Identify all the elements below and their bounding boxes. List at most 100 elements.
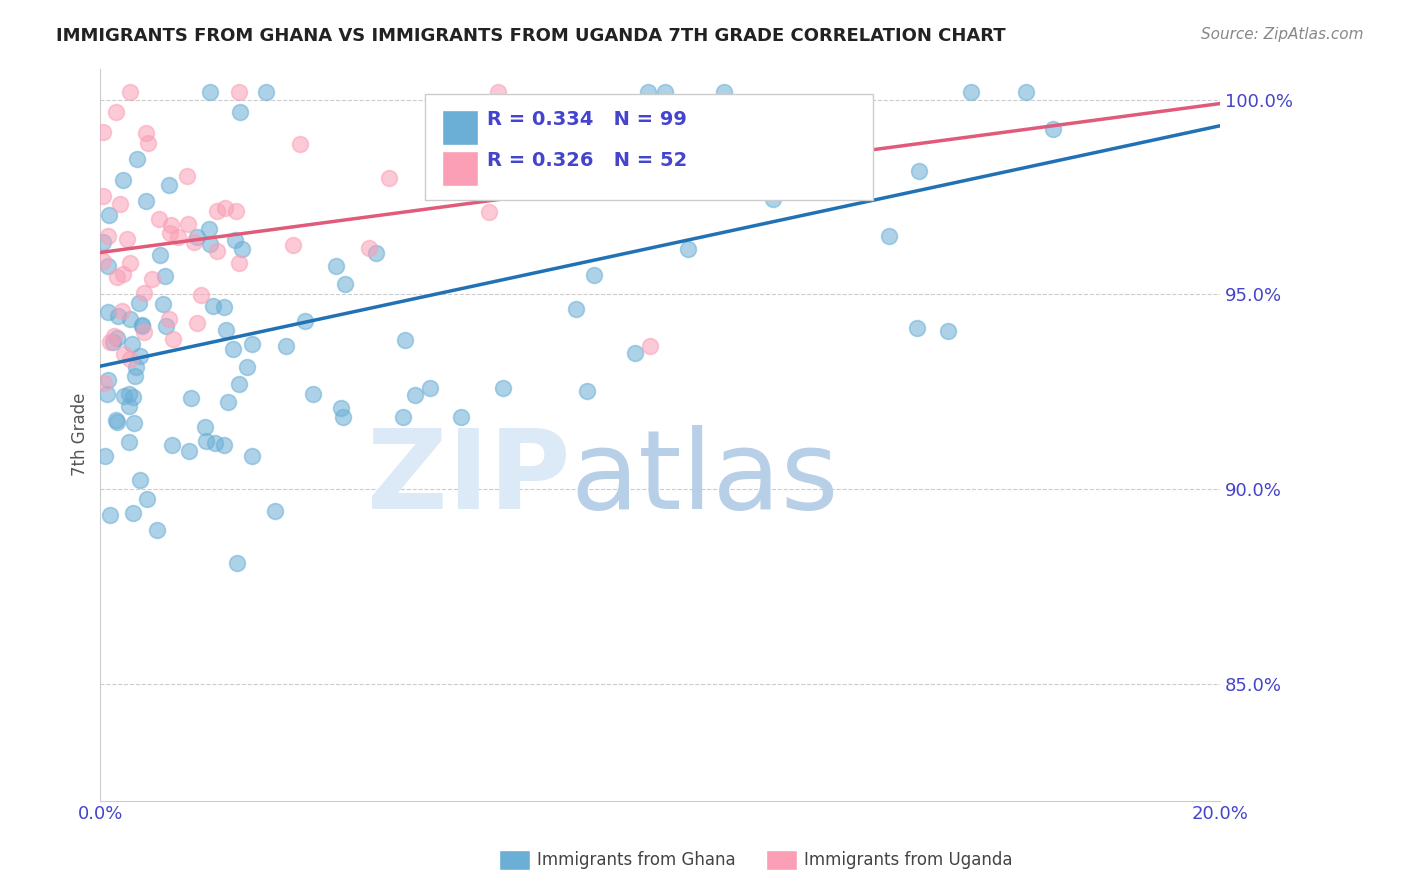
Point (121, 337, 143, 351)
Point (91, 254, 114, 268)
Point (224, 233, 246, 247)
Point (463, 131, 485, 145)
Point (198, 222, 221, 236)
Point (167, 230, 190, 244)
Point (198, 85, 221, 99)
Point (228, 85, 250, 99)
Point (450, 410, 472, 425)
Point (115, 231, 138, 245)
Point (132, 285, 155, 300)
Point (186, 316, 208, 330)
Point (157, 312, 180, 326)
FancyBboxPatch shape (425, 95, 873, 201)
Point (676, 242, 699, 256)
Point (607, 161, 630, 175)
Point (228, 377, 250, 392)
Point (103, 329, 125, 343)
Point (111, 268, 134, 282)
Point (394, 333, 416, 347)
Point (288, 136, 311, 151)
Point (141, 272, 163, 286)
Point (111, 304, 134, 318)
Point (118, 399, 141, 413)
Point (225, 204, 247, 219)
Point (654, 85, 676, 99)
Point (240, 450, 263, 464)
Point (877, 229, 900, 244)
Point (176, 217, 198, 231)
Point (214, 300, 236, 314)
Point (204, 436, 226, 450)
Point (294, 314, 316, 328)
Point (180, 391, 202, 405)
Point (155, 318, 177, 333)
Point (783, 151, 806, 165)
Point (98, 508, 121, 522)
Point (214, 201, 236, 215)
Point (419, 381, 441, 395)
Point (122, 417, 145, 431)
Point (936, 324, 959, 338)
Point (146, 523, 169, 537)
Point (492, 381, 515, 395)
Point (391, 409, 413, 424)
Point (301, 386, 323, 401)
Point (240, 337, 263, 351)
Point (111, 172, 134, 186)
Point (105, 415, 128, 429)
Point (128, 474, 150, 488)
Point (576, 384, 599, 398)
Point (762, 192, 785, 206)
Point (228, 256, 250, 270)
Point (713, 85, 735, 99)
Point (91, 189, 114, 203)
Point (624, 345, 647, 359)
Point (97, 373, 120, 387)
Point (149, 248, 172, 262)
Point (93, 376, 115, 391)
Point (205, 244, 228, 258)
Point (254, 85, 277, 99)
Point (91, 235, 114, 249)
Point (558, 155, 581, 169)
Point (118, 256, 141, 270)
Point (136, 136, 159, 150)
Point (135, 492, 157, 507)
Text: Immigrants from Uganda: Immigrants from Uganda (804, 851, 1012, 869)
Point (378, 170, 401, 185)
Point (152, 297, 174, 311)
Point (811, 182, 834, 196)
Point (274, 339, 297, 353)
Point (117, 434, 139, 449)
Point (198, 237, 221, 252)
Text: Source: ZipAtlas.com: Source: ZipAtlas.com (1201, 27, 1364, 42)
Point (125, 152, 148, 166)
Point (332, 410, 354, 425)
Point (91, 125, 114, 139)
Text: ZIP: ZIP (367, 425, 571, 532)
Point (97, 305, 120, 319)
Point (202, 299, 225, 313)
Point (212, 438, 235, 452)
Point (162, 332, 184, 346)
Y-axis label: 7th Grade: 7th Grade (72, 392, 89, 476)
Point (235, 360, 257, 375)
Point (131, 319, 153, 334)
Point (231, 242, 253, 256)
Point (329, 401, 352, 415)
Point (1015, 85, 1038, 99)
Point (94, 450, 117, 464)
Point (103, 334, 125, 349)
Point (153, 269, 176, 284)
Point (105, 331, 128, 345)
Point (135, 126, 157, 140)
Point (783, 154, 806, 169)
Point (225, 556, 247, 570)
Point (606, 172, 628, 186)
Point (159, 218, 181, 232)
Point (117, 387, 139, 401)
Point (160, 438, 183, 452)
Point (131, 318, 153, 332)
Point (118, 85, 141, 99)
Point (1042, 122, 1064, 136)
